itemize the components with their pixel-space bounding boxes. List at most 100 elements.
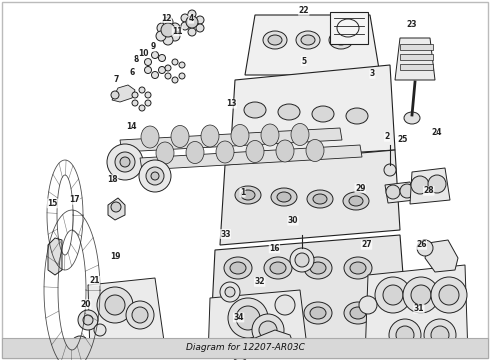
Circle shape bbox=[383, 285, 403, 305]
Text: 5: 5 bbox=[301, 57, 306, 66]
Circle shape bbox=[384, 164, 396, 176]
Circle shape bbox=[111, 202, 121, 212]
Ellipse shape bbox=[301, 35, 315, 45]
Text: 29: 29 bbox=[355, 184, 366, 193]
Polygon shape bbox=[208, 290, 308, 358]
Circle shape bbox=[259, 321, 277, 339]
Text: 22: 22 bbox=[298, 6, 309, 15]
Circle shape bbox=[139, 160, 171, 192]
Text: 17: 17 bbox=[69, 195, 80, 204]
Text: 13: 13 bbox=[226, 99, 237, 108]
Text: 24: 24 bbox=[432, 128, 442, 137]
Text: 26: 26 bbox=[416, 240, 427, 249]
Circle shape bbox=[132, 100, 138, 106]
Ellipse shape bbox=[230, 262, 246, 274]
Circle shape bbox=[181, 14, 189, 22]
Circle shape bbox=[139, 87, 145, 93]
Text: 30: 30 bbox=[288, 216, 298, 225]
Ellipse shape bbox=[296, 31, 320, 49]
Text: 28: 28 bbox=[423, 186, 434, 195]
Circle shape bbox=[145, 58, 151, 66]
Ellipse shape bbox=[304, 257, 332, 279]
Circle shape bbox=[236, 306, 260, 330]
Circle shape bbox=[139, 105, 145, 111]
Circle shape bbox=[158, 67, 166, 73]
Polygon shape bbox=[385, 182, 415, 203]
Ellipse shape bbox=[263, 31, 287, 49]
Bar bbox=[2, 338, 488, 358]
Text: 34: 34 bbox=[233, 313, 244, 322]
Circle shape bbox=[375, 277, 411, 313]
Circle shape bbox=[389, 319, 421, 351]
Ellipse shape bbox=[231, 125, 249, 147]
Polygon shape bbox=[220, 150, 400, 245]
Circle shape bbox=[196, 24, 204, 32]
Circle shape bbox=[252, 314, 284, 346]
Circle shape bbox=[225, 287, 235, 297]
Circle shape bbox=[163, 17, 173, 27]
Text: 21: 21 bbox=[89, 276, 100, 285]
Polygon shape bbox=[112, 85, 135, 102]
Ellipse shape bbox=[270, 307, 286, 319]
Text: 19: 19 bbox=[110, 252, 121, 261]
Circle shape bbox=[97, 287, 133, 323]
Circle shape bbox=[146, 167, 164, 185]
Ellipse shape bbox=[244, 102, 266, 118]
Ellipse shape bbox=[344, 302, 372, 324]
Text: 23: 23 bbox=[406, 20, 417, 29]
Circle shape bbox=[188, 28, 196, 36]
Polygon shape bbox=[210, 235, 408, 350]
Circle shape bbox=[145, 100, 151, 106]
Circle shape bbox=[87, 340, 103, 356]
Text: Diagram for 12207-AR03C: Diagram for 12207-AR03C bbox=[186, 343, 304, 352]
Ellipse shape bbox=[343, 192, 369, 210]
Circle shape bbox=[151, 51, 158, 59]
Text: 12: 12 bbox=[161, 14, 172, 23]
Bar bbox=[400, 64, 433, 70]
Circle shape bbox=[220, 282, 240, 302]
Ellipse shape bbox=[307, 190, 333, 208]
Circle shape bbox=[179, 62, 185, 68]
Circle shape bbox=[156, 31, 166, 41]
Text: 2: 2 bbox=[385, 132, 390, 141]
Text: 27: 27 bbox=[361, 240, 372, 249]
Circle shape bbox=[290, 248, 314, 272]
Ellipse shape bbox=[224, 302, 252, 324]
Circle shape bbox=[71, 336, 89, 354]
Ellipse shape bbox=[268, 35, 282, 45]
Ellipse shape bbox=[313, 194, 327, 204]
Text: 32: 32 bbox=[254, 277, 265, 287]
Circle shape bbox=[111, 91, 119, 99]
Ellipse shape bbox=[278, 104, 300, 120]
Text: 33: 33 bbox=[220, 230, 231, 239]
Polygon shape bbox=[425, 240, 458, 272]
Circle shape bbox=[132, 92, 138, 98]
Ellipse shape bbox=[271, 188, 297, 206]
Circle shape bbox=[157, 23, 167, 33]
Circle shape bbox=[431, 277, 467, 313]
Text: 7: 7 bbox=[114, 76, 119, 85]
Text: 20: 20 bbox=[80, 300, 91, 309]
Circle shape bbox=[228, 298, 268, 338]
Circle shape bbox=[163, 35, 173, 45]
Circle shape bbox=[295, 253, 309, 267]
Circle shape bbox=[151, 72, 158, 78]
Ellipse shape bbox=[235, 186, 261, 204]
Ellipse shape bbox=[224, 257, 252, 279]
Text: 6: 6 bbox=[130, 68, 135, 77]
Ellipse shape bbox=[264, 257, 292, 279]
Ellipse shape bbox=[261, 124, 279, 146]
Bar bbox=[400, 54, 433, 60]
Polygon shape bbox=[410, 168, 450, 204]
Circle shape bbox=[132, 307, 148, 323]
Circle shape bbox=[165, 65, 171, 71]
Circle shape bbox=[403, 277, 439, 313]
Circle shape bbox=[115, 152, 135, 172]
Ellipse shape bbox=[350, 262, 366, 274]
Ellipse shape bbox=[230, 307, 246, 319]
Circle shape bbox=[170, 31, 180, 41]
Circle shape bbox=[161, 23, 175, 37]
Bar bbox=[400, 44, 433, 50]
Circle shape bbox=[94, 324, 106, 336]
Circle shape bbox=[386, 185, 400, 199]
